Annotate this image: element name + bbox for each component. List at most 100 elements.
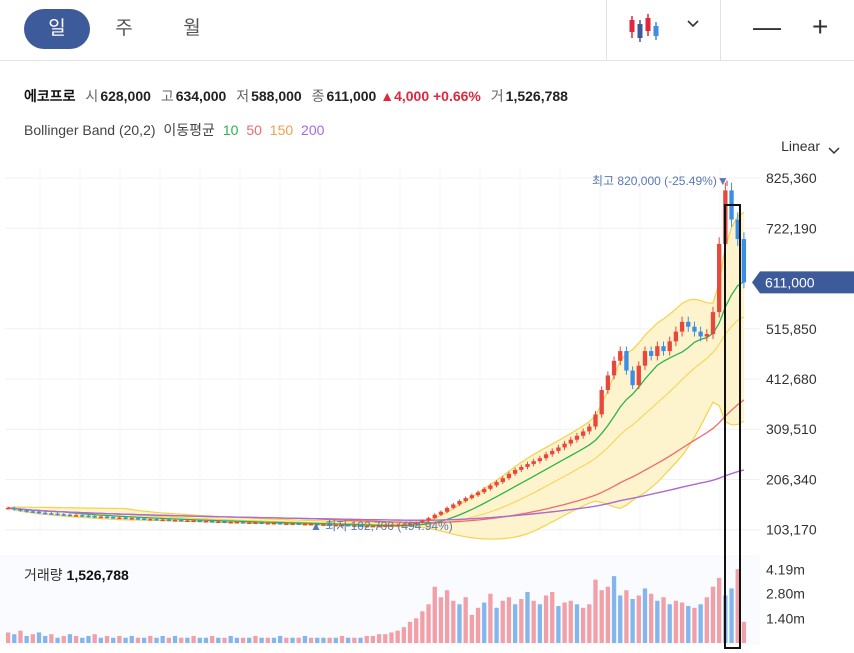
volume-bar bbox=[500, 600, 505, 643]
volume-bar bbox=[160, 635, 165, 643]
candle-body bbox=[209, 521, 215, 523]
volume-bar bbox=[123, 637, 128, 643]
volume-bar bbox=[482, 602, 487, 643]
bollinger-lower-line bbox=[7, 401, 745, 540]
volume-bar bbox=[302, 635, 308, 643]
chevron-down-icon[interactable] bbox=[828, 142, 840, 160]
candle-body bbox=[587, 426, 592, 432]
scale-mode-select[interactable]: Linear bbox=[781, 138, 820, 154]
volume-tick-label: 4.19m bbox=[766, 561, 805, 577]
volume-bar bbox=[655, 600, 660, 643]
volume-bar bbox=[364, 635, 369, 643]
volume-bar bbox=[494, 607, 499, 643]
volume-bar bbox=[531, 600, 536, 643]
candle-body bbox=[172, 520, 178, 522]
candle-body bbox=[550, 450, 555, 455]
tab-monthly[interactable]: 월 bbox=[183, 18, 201, 39]
candle-body bbox=[358, 525, 363, 527]
ma-10-label: 10 bbox=[222, 122, 239, 138]
candle-body bbox=[704, 334, 709, 337]
volume-title: 거래량 1,526,788 bbox=[24, 565, 129, 585]
volume-bar bbox=[383, 634, 388, 643]
candle-body bbox=[580, 431, 586, 436]
low-annotation: ▲ 최지 102,700 (494.94%) bbox=[310, 519, 453, 533]
candle-body bbox=[444, 507, 450, 512]
moving-average-150-line bbox=[8, 469, 745, 521]
zoom-in-button[interactable]: + bbox=[812, 11, 829, 42]
candle-body bbox=[154, 519, 159, 521]
candle-body bbox=[389, 525, 394, 527]
low-label: 저 bbox=[236, 88, 250, 104]
bollinger-mid-line bbox=[8, 316, 745, 526]
candle-body bbox=[525, 464, 530, 467]
candle-body bbox=[735, 219, 740, 240]
candle-body bbox=[253, 522, 258, 524]
candle-body bbox=[395, 524, 400, 527]
volume-bar bbox=[49, 634, 54, 643]
candle-body bbox=[729, 190, 734, 220]
volume-bar bbox=[228, 635, 233, 643]
candle-body bbox=[407, 523, 413, 525]
bollinger-label[interactable]: Bollinger Band (20,2) bbox=[24, 122, 156, 138]
chevron-down-icon[interactable] bbox=[686, 16, 700, 34]
volume-bar bbox=[358, 637, 363, 643]
volume-bar bbox=[444, 590, 450, 643]
candle-body bbox=[49, 513, 54, 515]
volume-bar bbox=[550, 591, 555, 643]
candle-body bbox=[228, 521, 233, 524]
candle-body bbox=[426, 518, 431, 521]
candle-body bbox=[488, 485, 493, 489]
candle-body bbox=[179, 520, 184, 522]
volume-bar bbox=[605, 586, 611, 643]
candle-body bbox=[86, 515, 91, 518]
zoom-out-button[interactable]: — bbox=[753, 11, 781, 42]
volume-bar bbox=[55, 637, 60, 643]
volume-bar bbox=[86, 635, 91, 643]
volume-bar bbox=[710, 586, 716, 643]
volume-bar bbox=[593, 579, 598, 643]
candlestick-icon[interactable] bbox=[628, 14, 662, 44]
volume-bar bbox=[12, 634, 17, 643]
volume-bar bbox=[129, 635, 134, 643]
volume-bar bbox=[67, 634, 73, 643]
volume-bar bbox=[525, 591, 530, 643]
plot-background bbox=[0, 168, 760, 540]
candle-body bbox=[537, 458, 543, 462]
bollinger-upper-line bbox=[8, 211, 745, 524]
candle-body bbox=[98, 516, 104, 519]
volume-bar bbox=[284, 637, 289, 643]
low-value: 588,000 bbox=[251, 88, 302, 104]
candle-body bbox=[308, 523, 314, 526]
candle-body bbox=[43, 512, 48, 515]
candle-body bbox=[333, 524, 338, 527]
volume-bar bbox=[667, 604, 672, 643]
volume-bar bbox=[308, 637, 314, 643]
candle-body bbox=[679, 321, 685, 332]
quote-summary: 에코프로 시 628,000 고 634,000 저 588,000 종 611,000… bbox=[24, 86, 568, 106]
volume-bar bbox=[73, 635, 79, 643]
candle-body bbox=[117, 517, 122, 520]
volume-bar bbox=[222, 637, 227, 643]
candle-body bbox=[463, 498, 468, 502]
candle-body bbox=[160, 519, 165, 522]
candle-body bbox=[593, 414, 598, 427]
volume-bar bbox=[562, 602, 567, 643]
candle-body bbox=[92, 516, 97, 518]
open-value: 628,000 bbox=[100, 88, 151, 104]
candle-body bbox=[296, 523, 301, 525]
volume-bar bbox=[698, 604, 703, 643]
ma-label[interactable]: 이동평균 bbox=[163, 122, 215, 138]
candle-body bbox=[432, 514, 437, 519]
candle-body bbox=[568, 439, 573, 444]
candle-body bbox=[686, 321, 691, 327]
candle-body bbox=[191, 520, 196, 523]
candle-body bbox=[141, 518, 147, 521]
tab-weekly[interactable]: 주 bbox=[115, 18, 133, 39]
volume-value: 1,526,788 bbox=[505, 88, 568, 104]
tab-daily[interactable]: 일 bbox=[24, 9, 90, 49]
candle-body bbox=[457, 501, 462, 505]
candle-body bbox=[271, 522, 277, 525]
volume-bar bbox=[327, 637, 332, 643]
close-value: 611,000 bbox=[326, 88, 377, 104]
volume-bar bbox=[321, 637, 326, 643]
